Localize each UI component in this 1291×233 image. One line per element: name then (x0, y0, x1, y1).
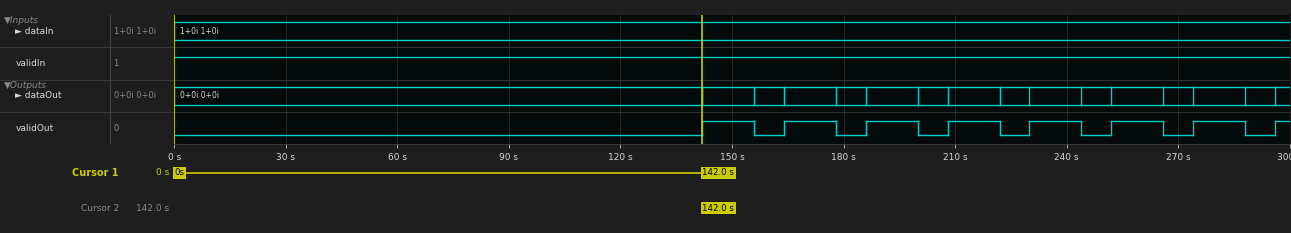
Text: ▼Inputs: ▼Inputs (4, 17, 40, 25)
Text: Cursor 1: Cursor 1 (72, 168, 119, 178)
Text: 142.0 s: 142.0 s (702, 168, 735, 177)
Text: 1: 1 (114, 59, 119, 68)
Text: 1+0i 1+0i: 1+0i 1+0i (114, 27, 156, 36)
Text: ► dataIn: ► dataIn (15, 27, 54, 36)
Text: ▼Outputs: ▼Outputs (4, 81, 48, 90)
Text: 0+0i 0+0i: 0+0i 0+0i (114, 92, 156, 100)
Text: 0: 0 (114, 124, 119, 133)
Text: 142.0 s: 142.0 s (702, 204, 735, 213)
Text: validOut: validOut (15, 124, 54, 133)
Text: ► dataOut: ► dataOut (15, 92, 62, 100)
Text: 1+0i 1+0i: 1+0i 1+0i (179, 27, 218, 36)
Text: 0s: 0s (174, 168, 185, 177)
Text: 0 s: 0 s (156, 168, 169, 177)
Text: Cursor 2: Cursor 2 (80, 204, 119, 213)
Text: 142.0 s: 142.0 s (136, 204, 169, 213)
Text: validIn: validIn (15, 59, 45, 68)
Text: 0+0i 0+0i: 0+0i 0+0i (179, 92, 219, 100)
